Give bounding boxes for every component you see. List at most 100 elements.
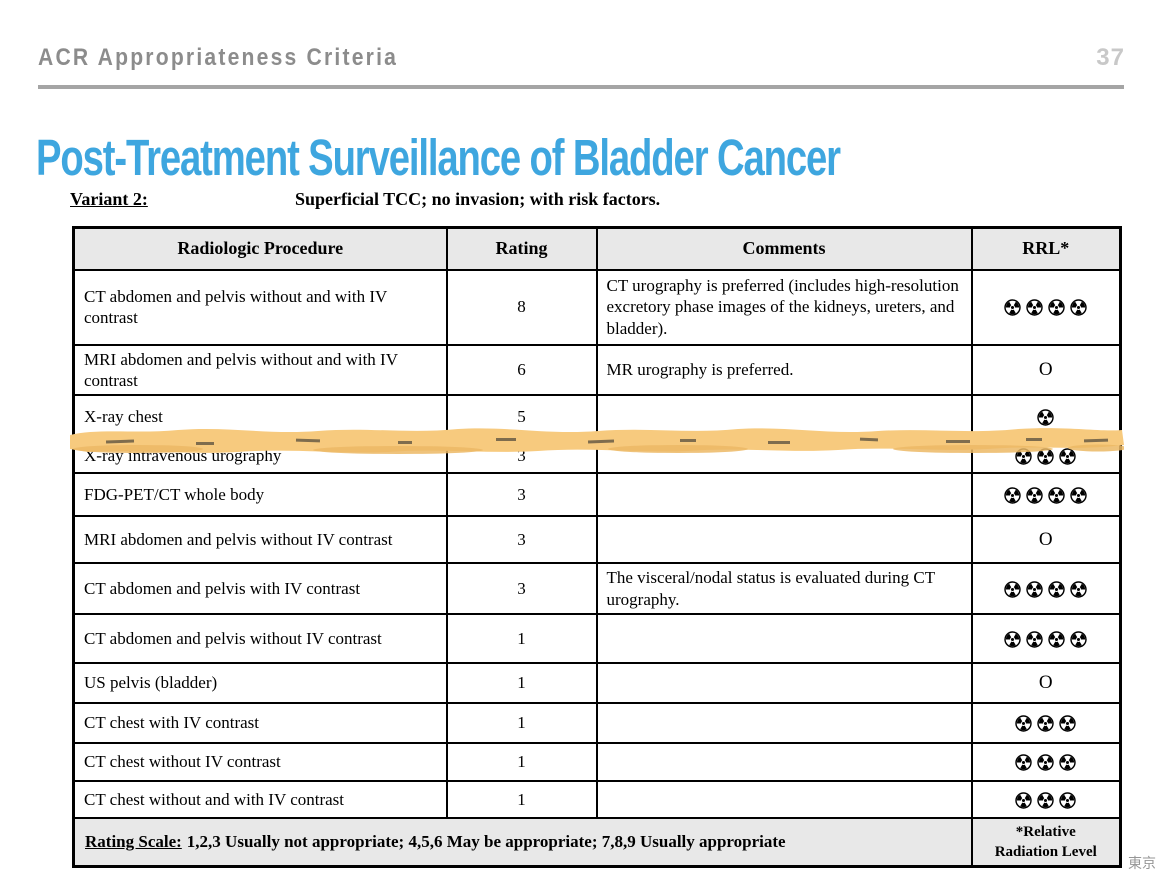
variant-description: Superficial TCC; no invasion; with risk …: [295, 189, 661, 209]
comments-cell: [595, 702, 973, 744]
radiation-trefoil-icon: [1037, 791, 1054, 809]
radiation-trefoil-icon: [1059, 791, 1076, 809]
comments-cell: CT urography is preferred (includes high…: [595, 268, 973, 346]
table-header: Radiologic Procedure Rating Comments RRL…: [72, 226, 1122, 271]
radiation-trefoil-icon: [1059, 715, 1076, 732]
comments-cell: MR urography is preferred.: [595, 343, 973, 396]
comments-cell: The visceral/nodal status is evaluated d…: [595, 562, 973, 615]
table-row: X-ray intravenous urography 3: [72, 437, 1122, 474]
column-header-procedure: Radiologic Procedure: [72, 226, 448, 271]
rating-cell: 8: [445, 268, 598, 346]
table-row: CT abdomen and pelvis without IV contras…: [72, 613, 1122, 664]
rating-cell: 3: [445, 515, 598, 564]
radiation-trefoil-icon: [1070, 486, 1087, 504]
header-divider: [38, 85, 1124, 89]
radiation-trefoil-icon: [1059, 754, 1076, 771]
radiation-trefoil-icon: [1070, 630, 1087, 648]
deck-header-title: ACR Appropriateness Criteria: [38, 44, 399, 71]
comments-cell: [595, 437, 973, 474]
procedure-cell: US pelvis (bladder): [72, 662, 448, 704]
table-row: MRI abdomen and pelvis without IV contra…: [72, 515, 1122, 564]
rating-cell: 3: [445, 472, 598, 517]
comments-cell: [595, 780, 973, 819]
rating-scale-note: Rating Scale: 1,2,3 Usually not appropria…: [72, 817, 973, 867]
radiation-trefoil-icon: [1048, 299, 1065, 316]
table-row: CT abdomen and pelvis without and with I…: [72, 268, 1122, 346]
rrl-cell: O: [970, 515, 1122, 564]
column-header-rrl: RRL*: [970, 226, 1122, 271]
rrl-footnote-line2: Radiation Level: [994, 843, 1097, 860]
rating-cell: 3: [445, 562, 598, 615]
rrl-footnote: *Relative Radiation Level: [970, 817, 1122, 867]
rating-cell: 1: [445, 662, 598, 704]
radiation-trefoil-icon: [1048, 486, 1065, 504]
rrl-cell: [970, 742, 1122, 782]
column-header-rating: Rating: [445, 226, 598, 271]
rrl-cell: [970, 702, 1122, 744]
rrl-cell: [970, 437, 1122, 474]
rating-cell: 1: [445, 702, 598, 744]
radiation-trefoil-icon: [1048, 580, 1065, 598]
radiation-trefoil-icon: [1015, 447, 1032, 465]
comments-cell: [595, 613, 973, 664]
table-body: CT abdomen and pelvis without and with I…: [72, 268, 1122, 819]
watermark-text: 東京: [1128, 855, 1156, 871]
variant-label: Variant 2:: [70, 189, 148, 209]
table-row: MRI abdomen and pelvis without and with …: [72, 343, 1122, 396]
radiation-trefoil-icon: [1004, 486, 1021, 504]
radiation-trefoil-icon: [1015, 791, 1032, 809]
appropriateness-criteria-table: Radiologic Procedure Rating Comments RRL…: [72, 226, 1122, 868]
comments-cell: [595, 662, 973, 704]
table-row: FDG-PET/CT whole body 3: [72, 472, 1122, 517]
rating-scale-label: Rating Scale:: [85, 831, 182, 851]
rrl-cell: [970, 472, 1122, 517]
rrl-cell: O: [970, 343, 1122, 396]
radiation-trefoil-icon: [1026, 486, 1043, 504]
procedure-cell: CT abdomen and pelvis without and with I…: [72, 268, 448, 346]
table-footer: Rating Scale: 1,2,3 Usually not appropria…: [72, 817, 1122, 867]
radiation-trefoil-icon: [1037, 447, 1054, 465]
page-number: 37: [1096, 44, 1125, 71]
table-row: US pelvis (bladder) 1 O: [72, 662, 1122, 704]
radiation-trefoil-icon: [1026, 299, 1043, 316]
rating-cell: 1: [445, 742, 598, 782]
procedure-cell: X-ray intravenous urography: [72, 437, 448, 474]
radiation-trefoil-icon: [1037, 754, 1054, 771]
rating-cell: 1: [445, 613, 598, 664]
radiation-trefoil-icon: [1015, 754, 1032, 771]
radiation-trefoil-icon: [1004, 630, 1021, 648]
procedure-cell: FDG-PET/CT whole body: [72, 472, 448, 517]
procedure-cell: CT abdomen and pelvis without IV contras…: [72, 613, 448, 664]
procedure-cell: CT abdomen and pelvis with IV contrast: [72, 562, 448, 615]
radiation-trefoil-icon: [1037, 408, 1054, 426]
rating-cell: 1: [445, 780, 598, 819]
table-row: CT chest without and with IV contrast 1: [72, 780, 1122, 819]
radiation-trefoil-icon: [1004, 299, 1021, 316]
radiation-trefoil-icon: [1070, 580, 1087, 598]
table-row: X-ray chest 5: [72, 394, 1122, 439]
rrl-cell: [970, 394, 1122, 439]
rrl-cell: [970, 268, 1122, 346]
table-row: CT chest with IV contrast 1: [72, 702, 1122, 744]
comments-cell: [595, 394, 973, 439]
procedure-cell: X-ray chest: [72, 394, 448, 439]
rrl-cell: [970, 613, 1122, 664]
radiation-trefoil-icon: [1026, 580, 1043, 598]
radiation-trefoil-icon: [1037, 715, 1054, 732]
comments-cell: [595, 472, 973, 517]
procedure-cell: CT chest without and with IV contrast: [72, 780, 448, 819]
comments-cell: [595, 742, 973, 782]
rating-cell: 3: [445, 437, 598, 474]
procedure-cell: MRI abdomen and pelvis without IV contra…: [72, 515, 448, 564]
radiation-trefoil-icon: [1004, 580, 1021, 598]
rrl-cell: [970, 562, 1122, 615]
table-row: CT chest without IV contrast 1: [72, 742, 1122, 782]
procedure-cell: MRI abdomen and pelvis without and with …: [72, 343, 448, 396]
rating-cell: 5: [445, 394, 598, 439]
slide-title: Post-Treatment Surveillance of Bladder C…: [36, 129, 841, 186]
radiation-trefoil-icon: [1048, 630, 1065, 648]
rating-cell: 6: [445, 343, 598, 396]
radiation-trefoil-icon: [1059, 447, 1076, 465]
table-row: CT abdomen and pelvis with IV contrast 3 T…: [72, 562, 1122, 615]
comments-cell: [595, 515, 973, 564]
